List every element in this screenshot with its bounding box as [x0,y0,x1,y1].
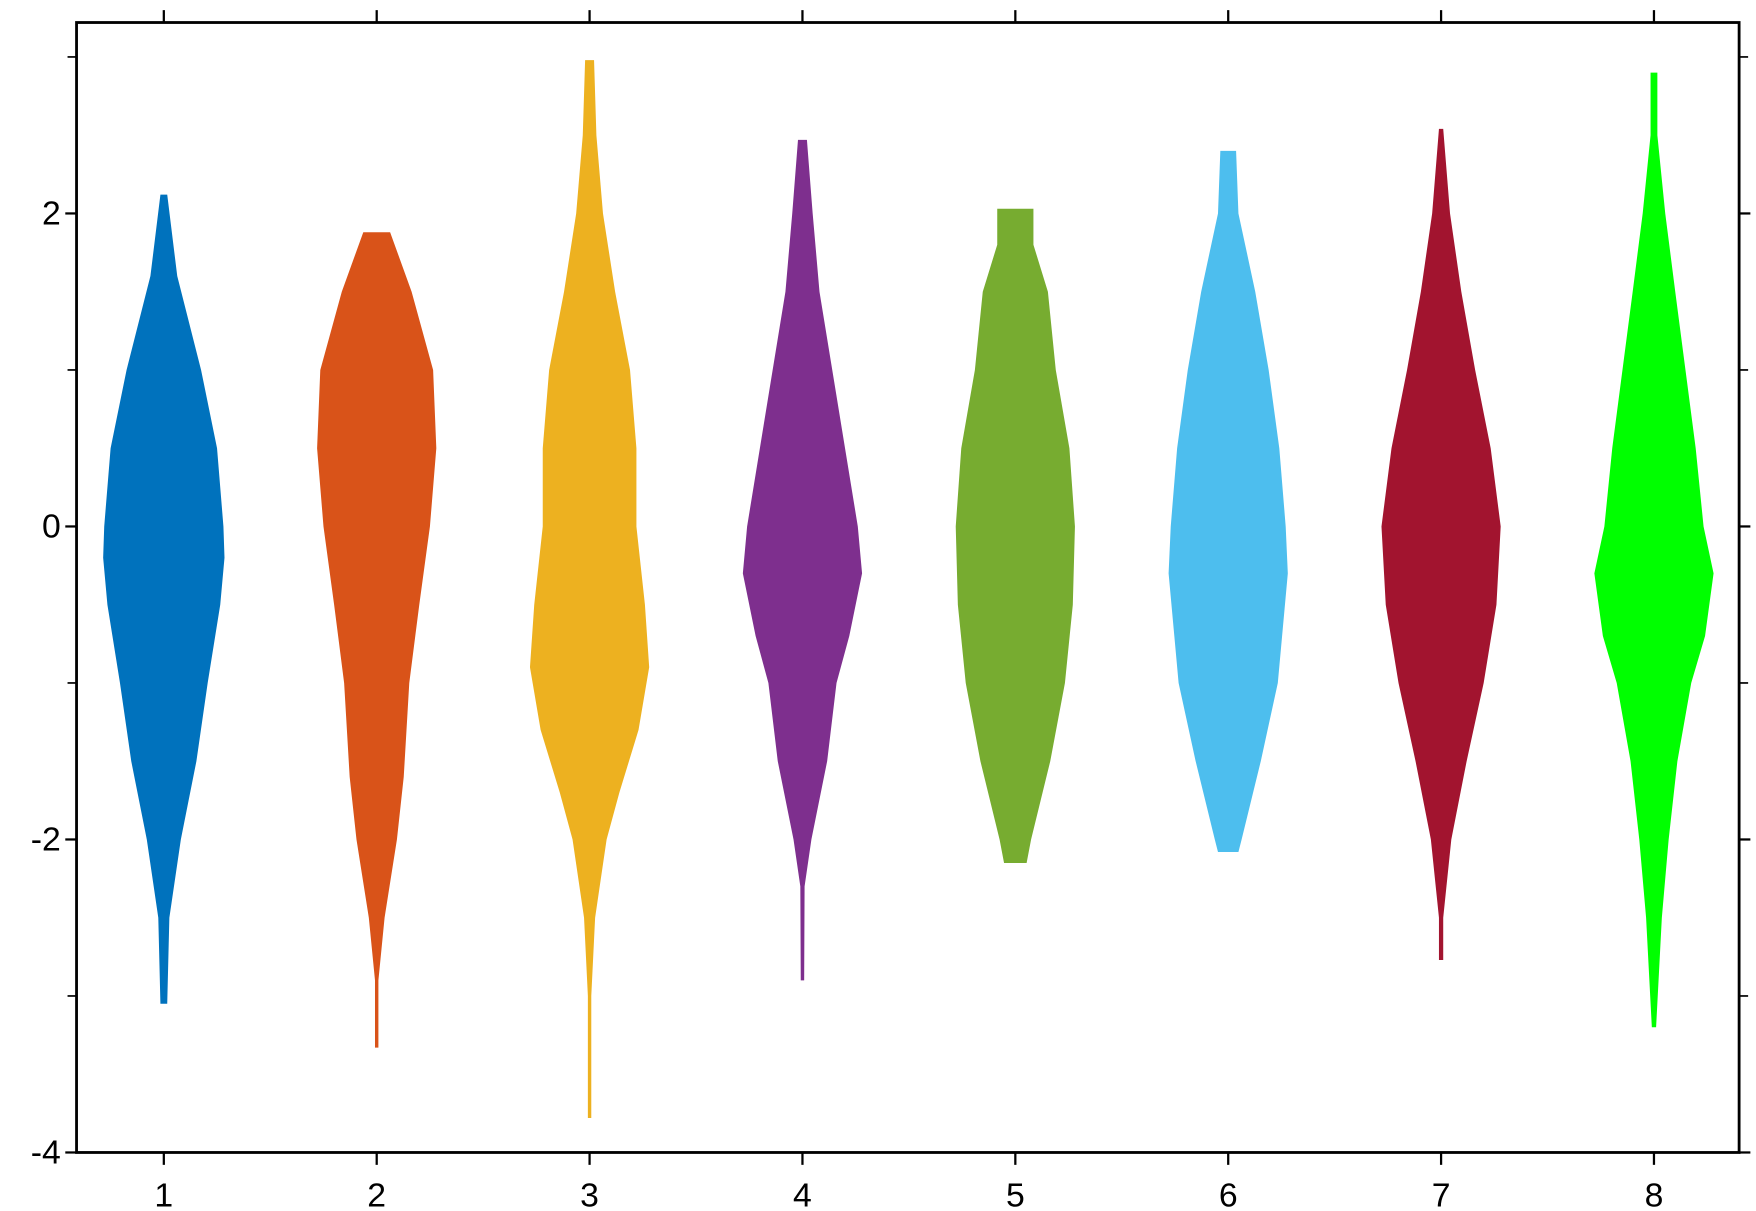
plot-frame [75,21,1741,1154]
x-tick-label: 7 [1432,1177,1451,1211]
violin [529,60,650,1119]
x-tick-label: 5 [1006,1177,1025,1211]
x-tick-label: 8 [1645,1177,1664,1211]
x-tick-label: 4 [793,1177,812,1211]
violin [1168,150,1288,852]
violin [103,194,225,1004]
y-tick-label: 2 [42,195,61,233]
violin [1594,72,1714,1028]
y-tick-label: -4 [31,1134,61,1172]
x-tick-label: 1 [154,1177,173,1211]
violin [955,208,1075,863]
violin [742,139,863,981]
y-tick-label: -2 [31,821,61,859]
violin [317,232,437,1048]
violin [1381,128,1501,960]
x-tick-label: 3 [580,1177,599,1211]
y-tick-label: 0 [42,508,61,546]
x-tick-label: 2 [367,1177,386,1211]
x-tick-label: 6 [1219,1177,1238,1211]
